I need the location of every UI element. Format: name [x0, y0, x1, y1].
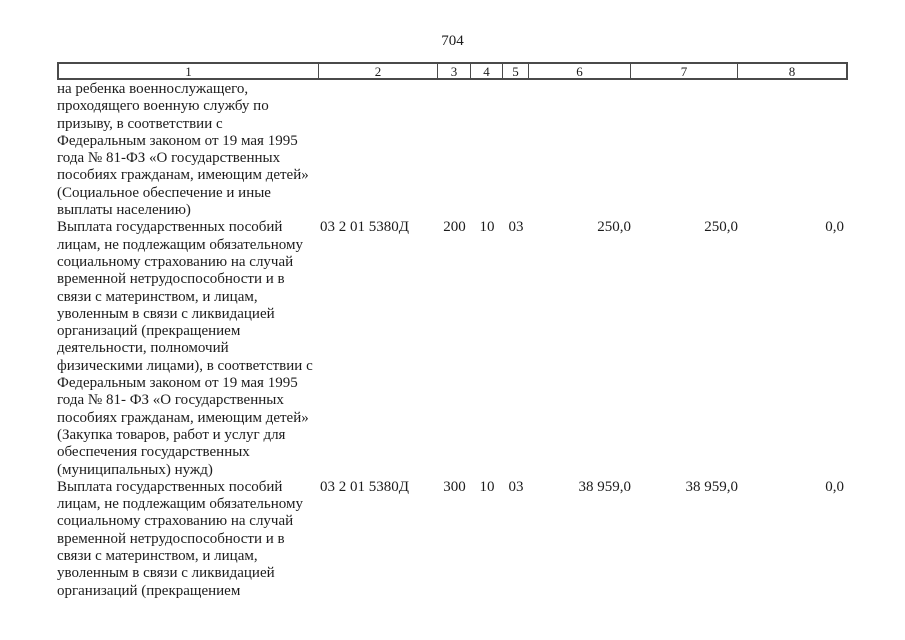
- amount-cell-6: 38 959,0: [578, 478, 632, 495]
- budget-table-body: на ребенка военнослужащего, проходящего …: [57, 81, 848, 600]
- header-cell-8: 8: [788, 64, 796, 78]
- page-number: 704: [441, 33, 464, 49]
- table-row: Выплата государственных пособий лицам, н…: [57, 479, 848, 600]
- target-article-cell: 03 2 01 5380Д: [320, 219, 409, 236]
- header-cell-7: 7: [631, 64, 738, 78]
- header-cell-4: 4: [471, 64, 503, 78]
- table-row: Выплата государственных пособий лицам, н…: [57, 219, 848, 478]
- amount-cell-8: 0,0: [825, 478, 844, 495]
- expense-name-cell: Выплата государственных пособий лицам, н…: [57, 219, 313, 478]
- expense-type-cell: 300: [443, 478, 466, 495]
- target-article-cell: 03 2 01 5380Д: [320, 478, 409, 495]
- expense-name-cell: Выплата государственных пособий лицам, н…: [57, 478, 303, 599]
- subsection-cell: 03: [508, 219, 524, 236]
- section-cell: 10: [479, 219, 495, 236]
- amount-cell-7: 250,0: [704, 219, 738, 236]
- subsection-cell: 03: [508, 478, 524, 495]
- table-row: на ребенка военнослужащего, проходящего …: [57, 81, 848, 219]
- header-cell-6: 6: [529, 64, 631, 78]
- amount-cell-7: 38 959,0: [685, 478, 739, 495]
- header-cell-2: 2: [319, 64, 438, 78]
- header-cell-5: 5: [503, 64, 529, 78]
- table-header-row: 1 2 3 4 5 6 7 8: [57, 62, 848, 80]
- header-cell-3: 3: [438, 64, 471, 78]
- expense-type-cell: 200: [443, 219, 466, 236]
- amount-cell-8: 0,0: [825, 219, 844, 236]
- amount-cell-6: 250,0: [597, 219, 631, 236]
- header-cell-1: 1: [59, 64, 319, 78]
- section-cell: 10: [479, 478, 495, 495]
- expense-name-cell: на ребенка военнослужащего, проходящего …: [57, 81, 309, 219]
